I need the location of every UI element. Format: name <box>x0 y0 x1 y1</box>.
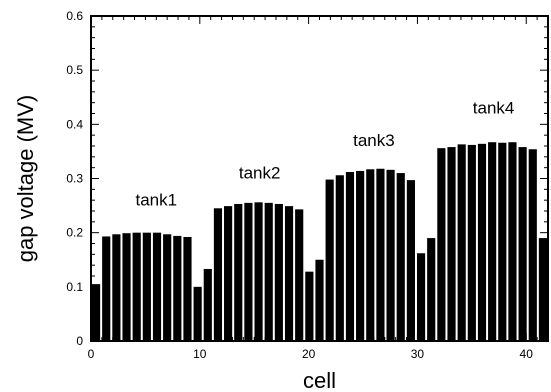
bar <box>193 286 202 341</box>
bar <box>264 202 273 341</box>
bar <box>305 271 314 341</box>
bar <box>528 149 537 341</box>
x-axis-title: cell <box>303 368 336 392</box>
tank-label: tank3 <box>353 131 395 150</box>
bar <box>92 284 101 341</box>
y-tick-label: 0.4 <box>66 117 83 131</box>
bar <box>386 169 395 341</box>
bar <box>152 232 162 341</box>
bar <box>244 202 253 341</box>
y-tick-label: 0.1 <box>66 280 83 294</box>
bar <box>335 175 344 341</box>
bar <box>122 233 131 341</box>
x-tick-label: 40 <box>520 347 534 361</box>
bar <box>102 236 111 341</box>
bar <box>416 253 426 341</box>
y-tick-label: 0.5 <box>66 63 83 77</box>
y-axis-title: gap voltage (MV) <box>13 95 38 263</box>
bar <box>213 208 223 341</box>
bar <box>356 170 365 341</box>
bar <box>284 206 294 341</box>
bar <box>203 268 212 341</box>
bar <box>112 234 121 341</box>
bar <box>396 173 405 341</box>
tank-label: tank1 <box>135 191 177 210</box>
tank-label: tank2 <box>239 164 281 183</box>
bar <box>538 238 547 341</box>
tank-label: tank4 <box>473 99 515 118</box>
bar <box>518 147 527 341</box>
bar <box>345 172 355 341</box>
bar <box>163 234 172 341</box>
tick-labels: 0 10 20 30 40 0 0.1 0.2 0.3 0.4 0.5 0.6 <box>66 9 533 361</box>
x-tick-label: 0 <box>88 347 95 361</box>
bar <box>467 144 476 341</box>
bar <box>477 143 487 341</box>
y-tick-label: 0.3 <box>66 172 83 186</box>
bar <box>325 179 334 341</box>
bar <box>508 142 517 341</box>
x-tick-label: 10 <box>193 347 207 361</box>
bar <box>173 235 182 341</box>
bar <box>437 148 446 341</box>
x-tick-label: 20 <box>302 347 316 361</box>
bar <box>274 203 283 341</box>
bar <box>142 232 151 341</box>
annotations: tank1 tank2 tank3 tank4 <box>135 99 514 210</box>
y-tick-label: 0.6 <box>66 9 83 23</box>
bar <box>427 238 436 341</box>
bar <box>254 202 263 341</box>
x-tick-label: 30 <box>411 347 425 361</box>
bar <box>488 142 497 341</box>
bars <box>92 142 547 341</box>
bar <box>315 259 324 341</box>
y-tick-label: 0 <box>76 334 83 348</box>
bar <box>406 180 415 341</box>
bar <box>183 237 192 341</box>
bar <box>376 168 385 341</box>
y-tick-label: 0.2 <box>66 226 83 240</box>
bar <box>498 142 507 341</box>
bar <box>366 169 375 341</box>
bar <box>224 206 233 341</box>
bar <box>295 209 304 341</box>
bar <box>457 144 466 341</box>
bar <box>447 147 456 341</box>
plot-frame <box>90 15 549 342</box>
bar <box>132 232 141 341</box>
bar <box>234 203 243 341</box>
